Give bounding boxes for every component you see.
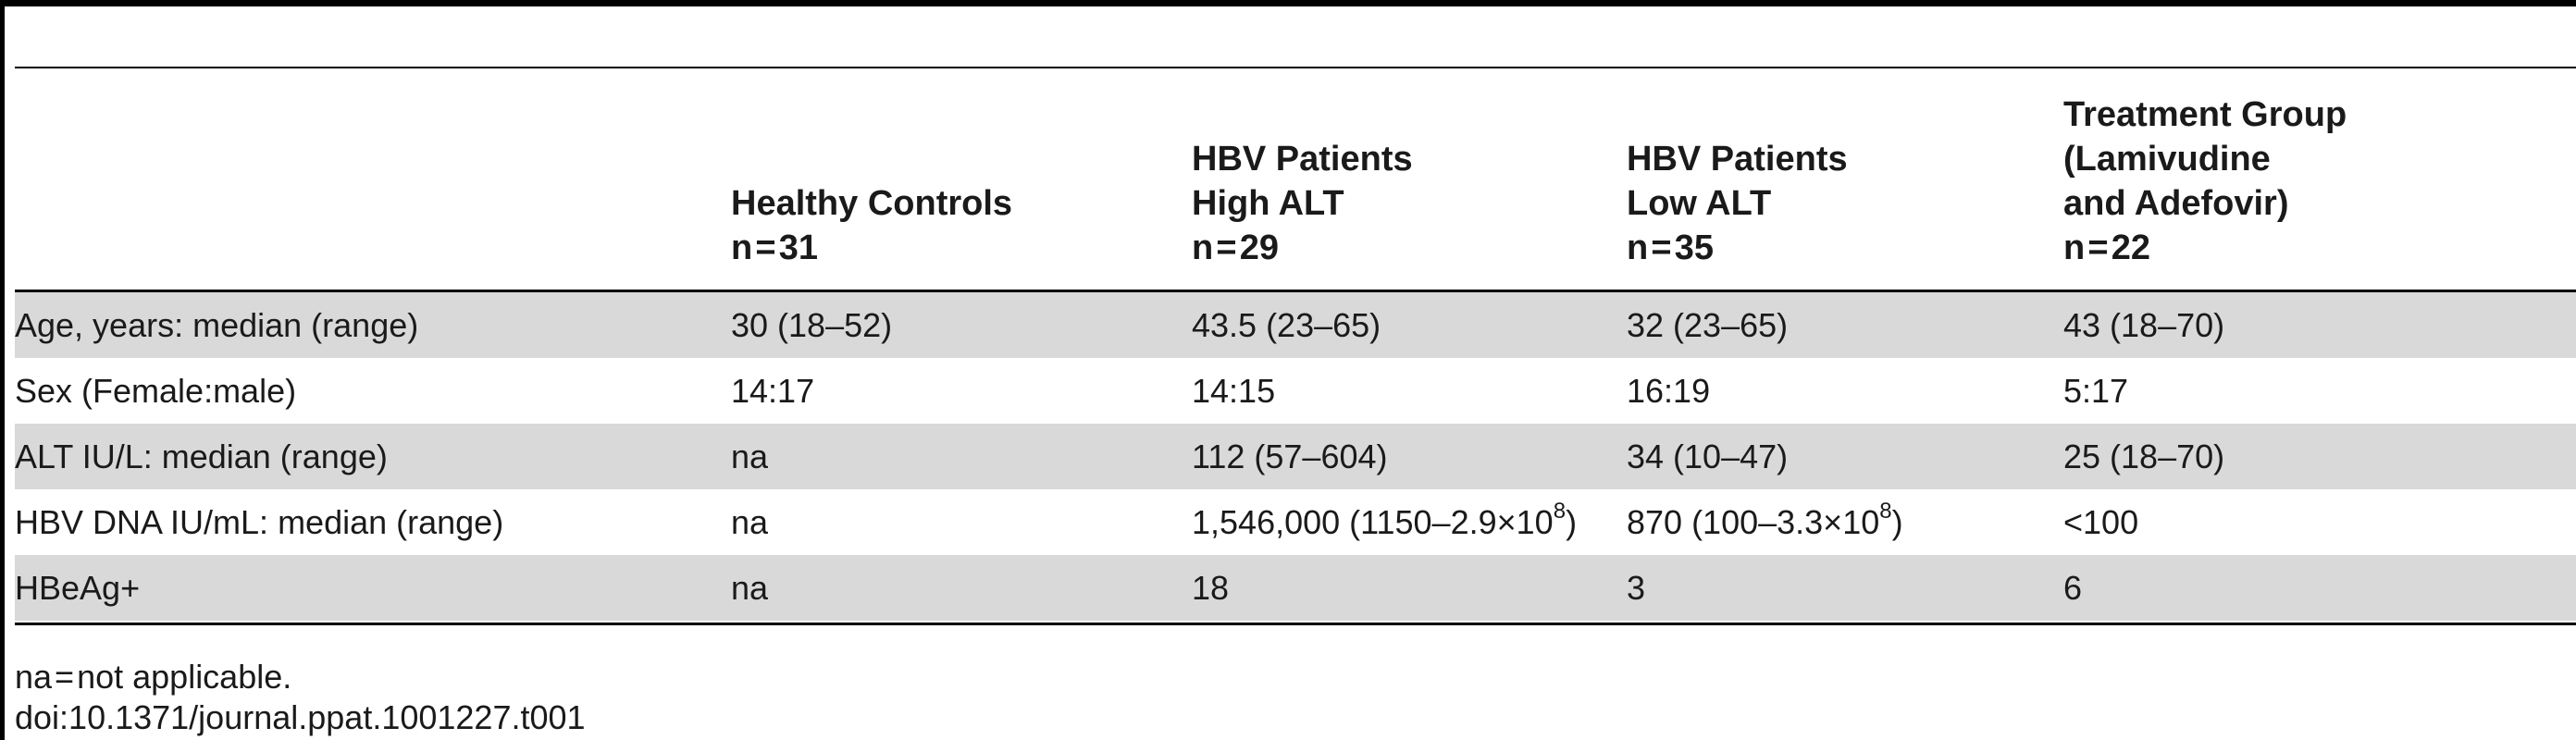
row-label: ALT IU/L: median (range) bbox=[15, 438, 388, 475]
header-treatment-group: Treatment Group (Lamivudine and Adefovir… bbox=[2063, 92, 2347, 270]
table-cell: 34 (10–47) bbox=[1627, 438, 1789, 475]
dna-low-base: 870 (100–3.3×10 bbox=[1627, 503, 1880, 541]
table-row-hbeag: HBeAg+ na 18 3 6 bbox=[15, 555, 2576, 621]
header-line: n = 29 bbox=[1192, 228, 1280, 267]
table-row-sex: Sex (Female:male) 14:17 14:15 16:19 5:17 bbox=[15, 358, 2576, 424]
table-row-alt: ALT IU/L: median (range) na 112 (57–604)… bbox=[15, 424, 2576, 489]
header-line: (Lamivudine bbox=[2063, 140, 2271, 179]
table-row-age: Age, years: median (range) 30 (18–52) 43… bbox=[15, 292, 2576, 358]
table-cell: 112 (57–604) bbox=[1192, 438, 1388, 475]
table-cell: 14:17 bbox=[731, 372, 815, 410]
table-cell: 5:17 bbox=[2063, 372, 2129, 410]
row-label: Sex (Female:male) bbox=[15, 372, 297, 410]
header-line: Treatment Group bbox=[2063, 95, 2347, 134]
header-line: n = 35 bbox=[1627, 228, 1715, 267]
table-cell: 14:15 bbox=[1192, 372, 1276, 410]
table-cell: 6 bbox=[2063, 569, 2083, 607]
table-bottom-rule bbox=[15, 623, 2576, 625]
header-hbv-high-alt: HBV Patients High ALT n = 29 bbox=[1192, 137, 1413, 270]
header-line: n = 22 bbox=[2063, 228, 2151, 267]
header-line: Low ALT bbox=[1627, 184, 1772, 223]
header-rule bbox=[15, 290, 2576, 292]
header-hbv-low-alt: HBV Patients Low ALT n = 35 bbox=[1627, 137, 1848, 270]
dna-high-base: 1,546,000 (1150–2.9×10 bbox=[1192, 503, 1554, 541]
table-cell: na bbox=[731, 569, 769, 607]
table-cell: 25 (18–70) bbox=[2063, 438, 2225, 475]
footnote-doi: doi:10.1371/journal.ppat.1001227.t001 bbox=[15, 698, 586, 736]
header-line: High ALT bbox=[1192, 184, 1344, 223]
table-cell: 30 (18–52) bbox=[731, 306, 893, 344]
row-label: HBV DNA IU/mL: median (range) bbox=[15, 503, 504, 541]
table-cell: 43.5 (23–65) bbox=[1192, 306, 1381, 344]
row-label: Age, years: median (range) bbox=[15, 306, 419, 344]
table-cell: na bbox=[731, 438, 769, 475]
table-cell: 18 bbox=[1192, 569, 1230, 607]
row-label: HBeAg+ bbox=[15, 569, 141, 607]
dna-low-close: ) bbox=[1891, 503, 1903, 541]
header-line: HBV Patients bbox=[1192, 140, 1413, 179]
page-top-border bbox=[0, 0, 2576, 6]
table-row-hbv-dna: HBV DNA IU/mL: median (range) na 1,546,0… bbox=[15, 489, 2576, 555]
footnote-abbreviation: na = not applicable. bbox=[15, 658, 292, 696]
header-line: n = 31 bbox=[731, 228, 819, 267]
header-line: Healthy Controls bbox=[731, 184, 1013, 223]
header-line: HBV Patients bbox=[1627, 140, 1848, 179]
header-healthy-controls: Healthy Controls n = 31 bbox=[731, 181, 1012, 270]
table-cell: 3 bbox=[1627, 569, 1646, 607]
table-cell: 43 (18–70) bbox=[2063, 306, 2225, 344]
dna-high-close: ) bbox=[1566, 503, 1578, 541]
table-cell-dna-high: 1,546,000 (1150–2.9×108) bbox=[1192, 489, 1577, 555]
table-cell: na bbox=[731, 503, 769, 541]
table-cell: 32 (23–65) bbox=[1627, 306, 1789, 344]
table-top-rule bbox=[15, 67, 2576, 68]
table-cell-dna-low: 870 (100–3.3×108) bbox=[1627, 489, 1903, 555]
dna-high-exponent: 8 bbox=[1553, 499, 1567, 524]
header-line: and Adefovir) bbox=[2063, 184, 2289, 223]
dna-low-exponent: 8 bbox=[1879, 499, 1892, 524]
table-cell: <100 bbox=[2063, 503, 2139, 541]
table-cell: 16:19 bbox=[1627, 372, 1711, 410]
page-left-border bbox=[0, 0, 5, 740]
